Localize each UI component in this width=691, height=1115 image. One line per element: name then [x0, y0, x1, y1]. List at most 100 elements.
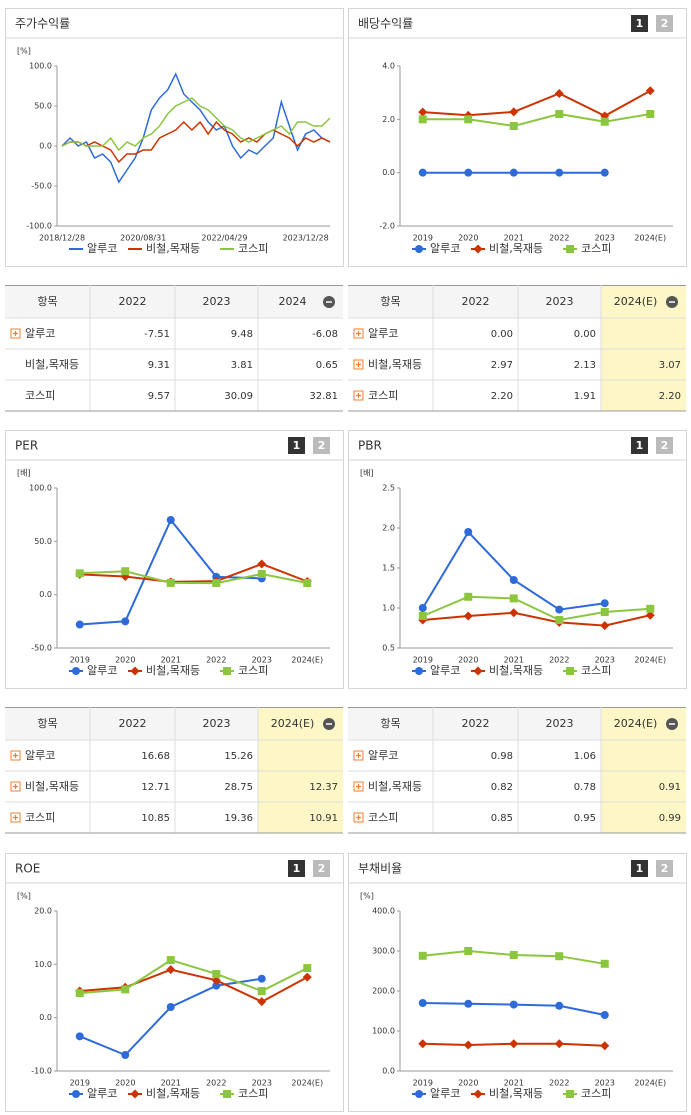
marker — [509, 594, 518, 603]
y-tick-label: -10.0 — [31, 1067, 52, 1076]
series-line — [79, 570, 308, 585]
table-cell: 12.71 — [141, 782, 170, 793]
table-cell: 0.98 — [491, 751, 513, 762]
x-tick-label: 2020 — [458, 234, 478, 243]
y-tick-label: 0.0 — [39, 1013, 52, 1022]
marker — [600, 621, 610, 631]
table-cell: 3.81 — [231, 360, 253, 371]
x-tick-label: 2022/04/29 — [201, 234, 247, 243]
tab-button[interactable] — [288, 860, 305, 877]
x-tick-label: 2022 — [549, 1079, 569, 1088]
marker — [555, 1001, 564, 1010]
table-cell: 32.81 — [309, 391, 338, 402]
row-name: 비철,목재등 — [368, 780, 422, 793]
x-tick-label: 2024(E) — [634, 656, 666, 665]
x-tick-label: 2022 — [206, 656, 226, 665]
panel — [5, 430, 344, 689]
marker — [75, 569, 84, 578]
y-tick-label: 2.0 — [382, 115, 395, 124]
y-tick-label: 0.0 — [382, 168, 395, 177]
marker — [303, 579, 312, 588]
marker — [464, 592, 473, 601]
marker — [464, 168, 473, 177]
marker — [600, 959, 609, 968]
table-cell: 19.36 — [224, 813, 253, 824]
marker — [509, 1000, 518, 1009]
x-tick-label: 2020 — [115, 1079, 135, 1088]
marker — [257, 559, 267, 569]
marker — [645, 86, 655, 96]
marker — [212, 579, 221, 588]
legend-label: 알루코 — [430, 663, 460, 677]
table-cell: 0.85 — [491, 813, 513, 824]
marker — [121, 567, 130, 576]
table-cell: 0.82 — [491, 782, 513, 793]
series-line — [422, 595, 651, 622]
tab-button[interactable] — [288, 437, 305, 454]
marker — [212, 981, 221, 990]
y-tick-label: 10.0 — [34, 960, 52, 969]
marker — [509, 1039, 519, 1049]
legend-label: 코스피 — [238, 664, 268, 677]
marker — [554, 1039, 564, 1049]
x-tick-label: 2019 — [413, 656, 433, 665]
x-tick-label: 2024(E) — [291, 1079, 323, 1088]
marker — [212, 969, 221, 978]
tab-button-label: 1 — [293, 862, 301, 875]
table-cell: 12.37 — [309, 782, 338, 793]
x-tick-label: 2021 — [161, 1079, 181, 1088]
x-tick-label: 2019 — [70, 656, 90, 665]
legend-marker — [415, 667, 423, 675]
tab-button[interactable] — [313, 860, 330, 877]
table-cell: 0.00 — [491, 329, 513, 340]
marker — [418, 1039, 428, 1049]
x-tick-label: 2018/12/28 — [39, 234, 85, 243]
y-tick-label: 0.0 — [382, 1067, 395, 1076]
marker — [257, 987, 266, 995]
y-tick-label: 1.5 — [382, 564, 395, 573]
tab-button[interactable] — [631, 860, 648, 877]
marker — [509, 122, 518, 130]
tab-button[interactable] — [656, 437, 673, 454]
table-header: 2024(E) — [614, 717, 658, 730]
y-tick-label: 50.0 — [34, 102, 52, 111]
tab-button[interactable] — [656, 15, 673, 32]
tab-button-label: 1 — [636, 17, 644, 30]
marker — [646, 110, 655, 118]
y-tick-label: 2.5 — [382, 484, 395, 493]
panel — [348, 853, 687, 1112]
marker — [211, 975, 221, 985]
y-tick-label: -100.0 — [26, 222, 52, 231]
y-tick-label: 100.0 — [29, 484, 52, 493]
expand-icon-plus — [13, 815, 18, 820]
marker — [509, 107, 519, 117]
y-tick-label: 100.0 — [372, 1027, 395, 1036]
table-cell: 9.48 — [231, 329, 253, 340]
tab-button[interactable] — [631, 15, 648, 32]
row-name: 비철,목재등 — [25, 358, 79, 371]
marker — [509, 576, 518, 584]
table-cell: 2.20 — [491, 391, 513, 402]
tab-button[interactable] — [631, 437, 648, 454]
row-name: 알루코 — [368, 748, 398, 762]
tab-button[interactable] — [313, 437, 330, 454]
x-tick-label: 2024(E) — [634, 1079, 666, 1088]
table-cell: 10.91 — [309, 813, 338, 824]
marker — [418, 115, 427, 124]
marker — [257, 570, 266, 579]
table-header: 2022 — [119, 717, 147, 730]
legend-marker — [415, 1090, 423, 1098]
series-line — [79, 959, 308, 995]
table-header: 항목 — [380, 717, 400, 730]
table-cell: 0.91 — [659, 782, 681, 793]
legend-marker — [473, 666, 483, 676]
x-tick-label: 2021 — [504, 656, 524, 665]
table-cell: 2.20 — [659, 391, 681, 402]
legend-marker — [566, 667, 574, 675]
legend-label: 알루코 — [87, 1086, 117, 1100]
legend-label: 코스피 — [581, 242, 611, 255]
marker — [600, 599, 609, 608]
tab-button[interactable] — [656, 860, 673, 877]
panel — [348, 8, 687, 267]
tab-button-label: 1 — [636, 439, 644, 452]
